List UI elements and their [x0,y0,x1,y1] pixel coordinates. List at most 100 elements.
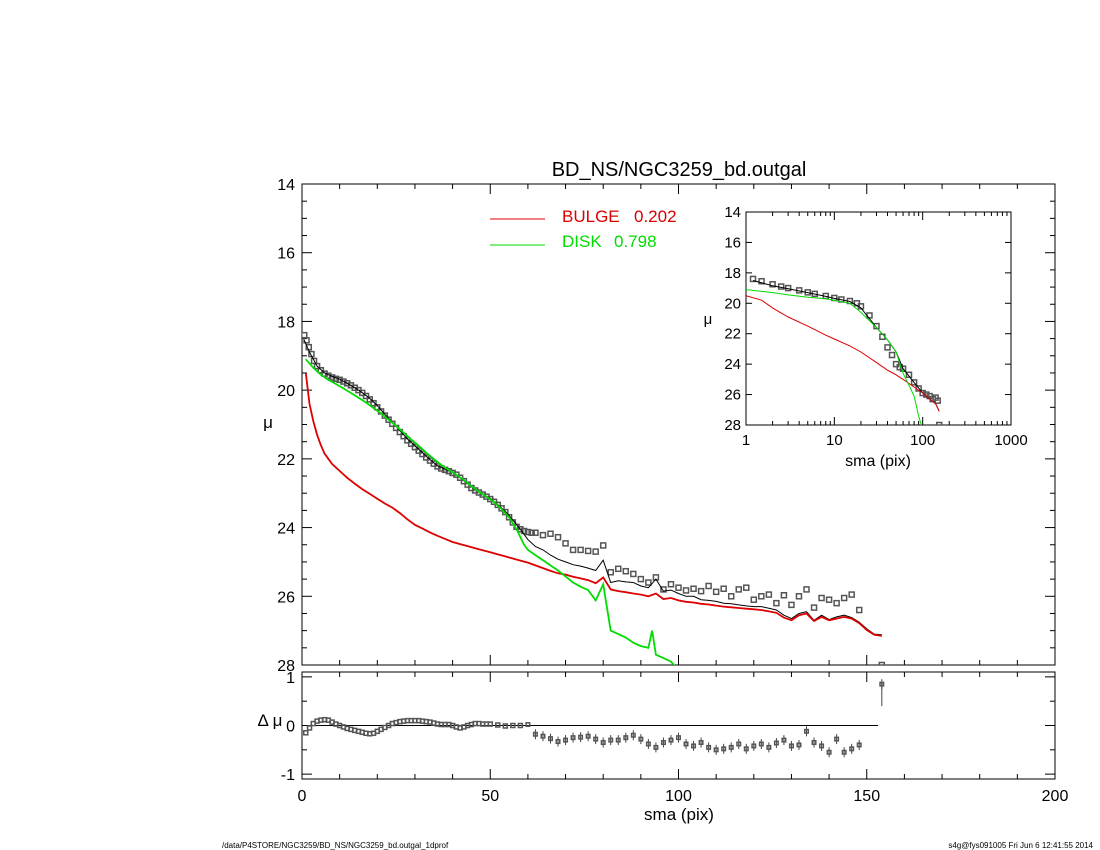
residual-data-point [487,721,493,727]
main-data-point [743,584,750,591]
inset-axis-ticks: 14 16 18 20 22 24 26 281 10 100 1000 [724,204,1027,449]
inset-data-point [905,371,913,379]
residual-data-point [653,744,659,750]
inset-y-label: μ [704,311,713,328]
main-y-tick-label: 18 [277,314,295,331]
main-data-point [667,581,675,588]
main-data-point [340,378,347,385]
main-series-bulge-line [304,372,882,637]
inset-data-point [888,351,896,359]
main-y-label: μ [263,413,273,432]
residual-data-point [788,743,794,749]
residual-y-label: Δ μ [258,711,283,730]
residual-data-point [510,722,516,729]
residual-data-point [502,723,509,729]
bottom-x-tick-label: 150 [853,788,880,805]
main-data-point [660,586,667,593]
main-data-point [505,514,513,521]
legend-bulge-value: 0.202 [634,207,677,226]
residual-y-tick-label: -1 [281,767,295,784]
inset-y-tick-label: 24 [724,356,741,373]
main-data-point [554,533,562,541]
inset-series-layer [746,275,943,425]
inset-data-point [873,322,880,330]
residual-data-point [811,740,817,746]
residual-data-point [804,728,810,734]
main-data-point [407,440,415,447]
residual-data-point [547,736,553,742]
main-data-point [682,587,690,594]
inset-data-point [749,275,757,283]
main-data-point [302,331,308,339]
main-data-point [622,567,630,575]
residual-data-point [525,722,531,728]
inset-series-model-line [752,280,940,412]
residual-data-point [593,736,599,742]
residual-data-point [796,742,802,748]
residual-data-point [668,737,674,743]
main-data-point [539,531,547,539]
main-data-point [584,547,592,555]
inset-log-plot: 14 16 18 20 22 24 26 281 10 100 1000 sma (pix) μ [704,204,1028,470]
inset-y-tick-label: 16 [724,234,741,251]
residual-plot-panel: 10-10 50 100 150 200 Δ μ sma (pix) [258,670,1069,824]
residual-data-point [698,740,704,746]
main-data-point [498,505,505,512]
residual-data-point [721,746,727,752]
residual-y-tick-label: 1 [286,670,295,687]
main-data-point [825,596,833,603]
residual-data-point [736,741,742,747]
residual-data-point [623,735,629,741]
footer-file-path: /data/P4STORE/NGC3259/BD_NS/NGC3259_bd.o… [222,841,449,850]
residual-data-point [758,741,764,747]
residual-data-point [540,733,546,739]
main-data-point [795,593,803,600]
inset-x-tick-label: 10 [826,432,843,449]
main-data-point [637,575,645,583]
residual-data-point [495,722,501,728]
residual-data-point [743,746,749,752]
main-series-model-line [303,340,882,636]
main-data-point [385,416,392,423]
main-data-point [735,586,742,593]
inset-x-tick-label: 1000 [994,432,1027,449]
main-series-layer [302,331,886,665]
inset-y-tick-label: 18 [724,265,741,282]
main-data-point [630,570,637,578]
main-y-tick-label: 28 [277,658,295,675]
main-data-point [810,604,818,611]
main-data-point [615,565,622,573]
residual-data-point [691,743,697,749]
main-y-tick-label: 14 [277,177,295,194]
inset-data-point [919,389,926,397]
inset-y-tick-label: 26 [724,387,741,404]
main-data-point [788,601,795,609]
main-data-point [411,443,419,451]
inset-data-point [934,397,941,404]
residual-data-point [766,744,772,750]
inset-data-point [935,421,943,425]
main-data-point [833,599,840,607]
residual-data-point [683,741,689,747]
main-y-tick-label: 26 [277,589,295,606]
main-data-point [803,586,810,593]
main-data-point [848,591,855,598]
inset-y-tick-label: 14 [724,204,741,221]
main-data-point [780,592,788,599]
main-data-point [502,508,509,516]
main-data-point [750,596,758,603]
inset-series-disk-line [746,289,922,425]
inset-x-label: sma (pix) [845,453,911,470]
main-data-point [645,579,652,586]
main-data-point [878,661,886,665]
main-data-point [599,542,607,549]
main-title: BD_NS/NGC3259_bd.outgal [552,159,807,181]
main-data-point [690,585,697,592]
main-data-point [720,585,727,592]
residual-data-point [834,736,840,742]
residual-data-point [856,742,862,748]
residual-data-point [728,744,734,750]
residual-data-point [600,740,606,746]
main-data-point [592,548,599,555]
